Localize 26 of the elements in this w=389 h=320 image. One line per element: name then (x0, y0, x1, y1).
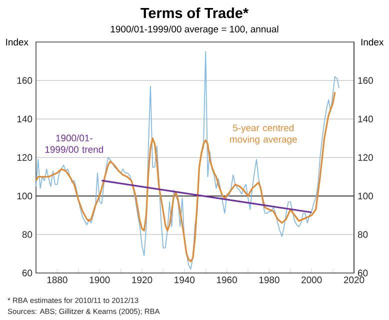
x-tick-label: 2000 (302, 276, 322, 284)
y-tick-label: 60 (22, 270, 32, 276)
x-tick-label: 1960 (216, 276, 237, 284)
y-tick-label: 80 (22, 231, 32, 238)
y-axis-title: Index (6, 38, 28, 46)
y-tick-label: 120 (17, 154, 32, 161)
y2-tick-label: 80 (358, 231, 368, 238)
text: 1900/01-1999/00 trend (45, 134, 104, 153)
x-tick-label: 2020 (344, 276, 364, 284)
x-tick-label: 1920 (132, 276, 152, 284)
x-tick-label: 1900 (90, 276, 110, 284)
y2-tick-label: 60 (358, 270, 368, 276)
x-tick-label: 1940 (174, 276, 195, 284)
text: 5-year centred moving average (230, 124, 297, 145)
x-tick-label: 1980 (259, 276, 280, 284)
x-tick-label: 1880 (47, 276, 68, 284)
y-tick-label: 160 (17, 77, 32, 84)
chart-title: Terms of Trade* (140, 8, 249, 18)
y2-axis-title: Index (361, 38, 384, 46)
y-tick-label: 100 (17, 192, 32, 200)
y-tick-label: 140 (17, 116, 32, 122)
y2-tick-label: 100 (358, 192, 373, 200)
y2-tick-label: 160 (358, 77, 373, 84)
chart-subtitle: 1900/01-1999/00 average = 100, annual (110, 26, 278, 34)
y2-tick-label: 140 (358, 116, 373, 122)
y2-tick-label: 120 (358, 154, 373, 161)
